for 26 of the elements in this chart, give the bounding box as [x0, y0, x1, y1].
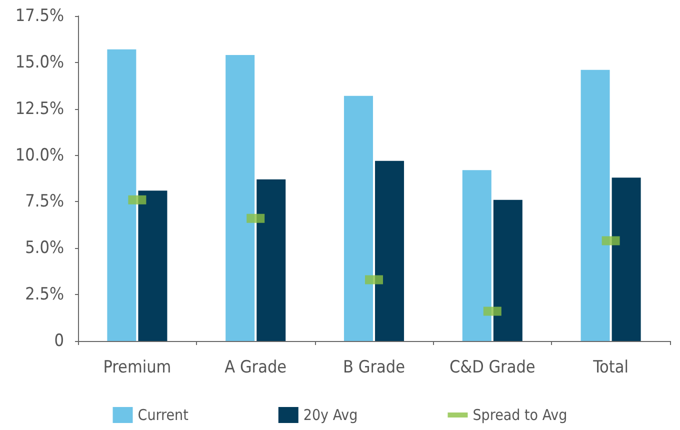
bar: [226, 55, 255, 341]
x-tick-label: Total: [592, 358, 629, 378]
y-tick-label: 7.5%: [25, 192, 64, 212]
x-tick-label: C&D Grade: [449, 358, 536, 378]
legend-label: Current: [138, 406, 188, 424]
x-tick-label: B Grade: [343, 358, 405, 378]
bar: [256, 179, 286, 341]
y-tick-label: 15.0%: [15, 52, 64, 72]
bar: [612, 178, 641, 341]
bar: [462, 170, 492, 341]
y-tick-label: 17.5%: [15, 6, 64, 26]
y-tick-label: 2.5%: [25, 284, 64, 305]
bar: [138, 190, 168, 341]
bar: [107, 49, 136, 341]
legend-label: Spread to Avg: [472, 406, 568, 424]
x-tick-label: Premium: [103, 358, 172, 378]
bar: [493, 200, 522, 341]
bar: [375, 160, 404, 341]
y-tick-label: 12.5%: [15, 98, 64, 119]
legend-label: 20y Avg: [303, 406, 358, 424]
bar: [580, 70, 610, 341]
y-tick-label: 10.0%: [15, 145, 64, 166]
x-tick-label: A Grade: [224, 358, 287, 378]
bar: [344, 96, 373, 341]
y-tick-label: 5.0%: [25, 238, 64, 258]
y-tick-label: 0: [54, 331, 64, 351]
